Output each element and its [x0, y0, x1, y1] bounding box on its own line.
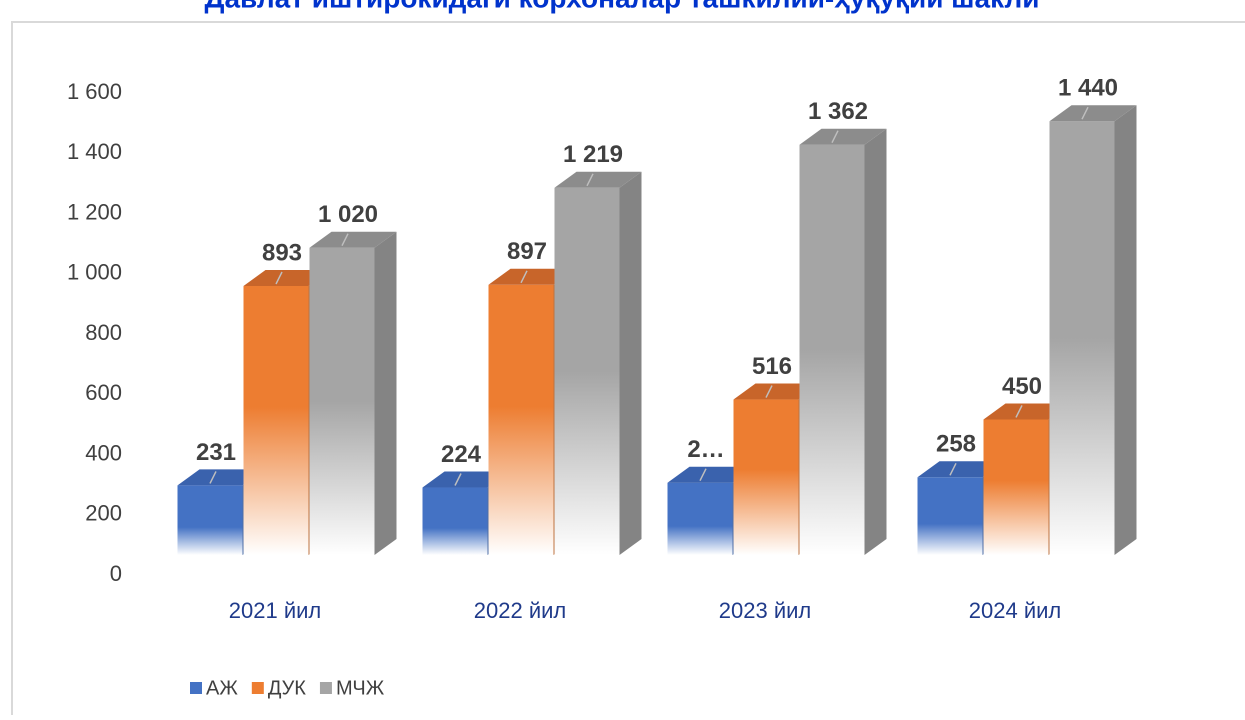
- data-label: 1 440: [1058, 75, 1118, 102]
- bar-face: [917, 477, 983, 555]
- bar: [422, 471, 510, 555]
- bar-face: [422, 471, 510, 488]
- y-tick-label: 1 400: [67, 139, 122, 164]
- bar-face: [733, 399, 799, 555]
- chart-title: Давлат иштирокидаги корхоналар ташкилий-…: [205, 0, 1040, 13]
- bar-face: [983, 403, 1071, 420]
- y-tick-label: 1 000: [67, 260, 122, 285]
- bar-face: [309, 247, 375, 555]
- chart-frame: [11, 21, 1245, 715]
- y-tick-label: 400: [85, 440, 122, 465]
- data-label: 897: [507, 238, 547, 265]
- bar-face: [554, 171, 642, 188]
- data-label: 516: [752, 353, 792, 380]
- leader-line: [520, 270, 528, 284]
- bar-face: [488, 268, 576, 285]
- bar-face: [177, 469, 265, 486]
- x-tick-label: 2021 йил: [229, 598, 321, 623]
- bar-face: [619, 171, 642, 555]
- bar-face: [733, 383, 821, 400]
- bar-face: [799, 128, 887, 145]
- bar-face: [864, 128, 887, 555]
- data-label: 2…: [687, 436, 724, 463]
- y-tick-label: 800: [85, 320, 122, 345]
- bar-face: [309, 231, 397, 248]
- bar-face: [243, 285, 309, 555]
- data-label: 450: [1002, 373, 1042, 400]
- bar-face: [374, 231, 397, 555]
- legend-swatch: [319, 682, 332, 694]
- bar: [799, 128, 887, 555]
- bar-face: [243, 269, 331, 286]
- bar-face: [667, 466, 755, 483]
- leader-line: [699, 468, 707, 482]
- bar-face: [1114, 105, 1137, 555]
- leader-line: [1081, 106, 1089, 120]
- legend-label: ДУК: [268, 677, 306, 699]
- bar-face: [1049, 121, 1115, 555]
- bar-face: [422, 487, 488, 555]
- bar-face: [799, 144, 865, 555]
- data-label: 1 362: [808, 98, 868, 125]
- data-label: 258: [936, 431, 976, 458]
- leader-line: [831, 130, 839, 144]
- data-label: 1 219: [563, 141, 623, 168]
- leader-line: [1015, 405, 1023, 418]
- data-label: 231: [196, 439, 236, 466]
- x-tick-label: 2023 йил: [719, 598, 811, 623]
- data-label: 224: [441, 441, 482, 468]
- legend-label: МЧЖ: [336, 677, 385, 699]
- bar-face: [917, 461, 1005, 478]
- y-tick-label: 0: [110, 561, 122, 586]
- y-tick-label: 200: [85, 501, 122, 526]
- bar-face: [1049, 105, 1137, 122]
- y-tick-label: 1 200: [67, 199, 122, 224]
- bar-face: [554, 187, 620, 555]
- bar-face: [667, 482, 733, 555]
- bar: [554, 171, 642, 555]
- bar: [1049, 105, 1137, 555]
- bar: [309, 231, 397, 555]
- legend-label: АЖ: [206, 677, 238, 699]
- data-label: 1 020: [318, 201, 378, 228]
- leader-line: [209, 471, 217, 484]
- legend-swatch: [190, 682, 202, 694]
- bar-face: [488, 284, 554, 555]
- leader-line: [949, 462, 957, 476]
- y-tick-label: 1 600: [67, 79, 122, 104]
- x-tick-label: 2022 йил: [474, 598, 566, 623]
- bar-face: [177, 485, 243, 555]
- y-tick-label: 600: [85, 380, 122, 405]
- data-label: 893: [262, 239, 302, 266]
- leader-line: [765, 385, 773, 398]
- leader-line: [341, 233, 349, 247]
- x-tick-label: 2024 йил: [969, 598, 1061, 623]
- leader-line: [454, 473, 462, 486]
- bar-face: [983, 419, 1049, 555]
- leader-line: [275, 271, 283, 285]
- legend-swatch: [251, 682, 264, 694]
- leader-line: [586, 173, 594, 187]
